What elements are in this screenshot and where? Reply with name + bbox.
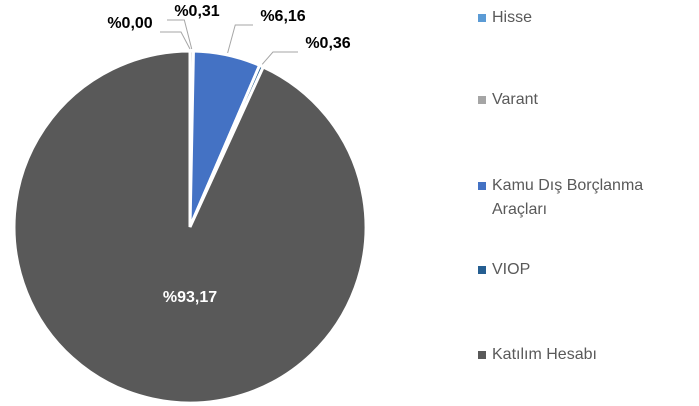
leader-line: [227, 24, 253, 54]
data-label: %0,36: [305, 35, 350, 52]
legend-item: Hisse: [478, 6, 693, 30]
legend-swatch: [478, 182, 486, 190]
pie-area: %0,00 %0,31 %6,16%0,36 %93,17: [12, 3, 368, 405]
legend-swatch: [478, 266, 486, 274]
pie-slice: [12, 49, 368, 405]
data-label: %0,00: [107, 15, 152, 32]
legend-item: Varant: [478, 88, 693, 112]
legend-item: VIOP: [478, 258, 693, 282]
legend-swatch: [478, 351, 486, 359]
leader-line: [160, 31, 191, 50]
leader-line: [261, 51, 298, 65]
data-label: %0,31: [174, 3, 219, 20]
data-label: %93,17: [163, 289, 217, 306]
legend-swatch: [478, 96, 486, 104]
legend-label: VIOP: [492, 261, 531, 278]
legend-label: Kamu Dış Borçlanma Araçları: [492, 177, 644, 218]
legend-label: Katılım Hesabı: [492, 346, 597, 363]
data-label: %6,16: [260, 8, 305, 25]
leader-line: [167, 19, 193, 50]
legend-label: Hisse: [492, 9, 533, 26]
legend-label: Varant: [492, 91, 538, 108]
legend-item: Katılım Hesabı: [478, 343, 693, 367]
legend-swatch: [478, 14, 486, 22]
legend-item: Kamu Dış Borçlanma Araçları: [478, 174, 693, 222]
